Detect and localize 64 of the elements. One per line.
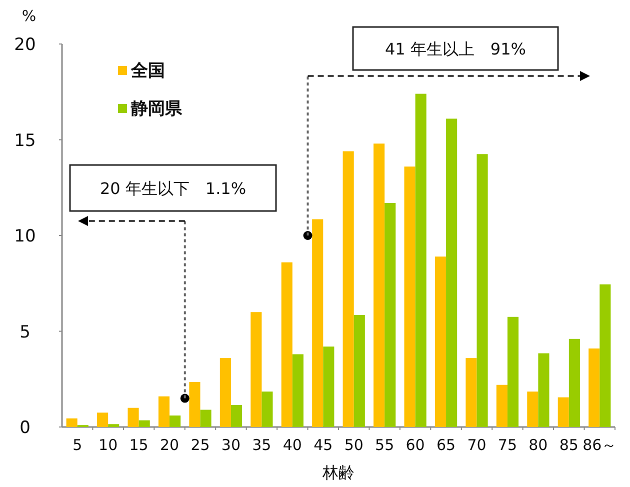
bar bbox=[66, 418, 78, 427]
x-tick-label: 15 bbox=[129, 436, 148, 454]
bar bbox=[384, 202, 396, 427]
legend-label: 静岡県 bbox=[130, 99, 183, 119]
bar bbox=[230, 404, 242, 427]
bar bbox=[97, 412, 108, 427]
bar bbox=[404, 166, 416, 427]
bar bbox=[250, 312, 262, 427]
x-tick-label: 85 bbox=[559, 436, 578, 454]
x-tick-label: 60 bbox=[406, 436, 425, 454]
y-tick-label: 10 bbox=[14, 226, 36, 246]
x-tick-label: 5 bbox=[72, 436, 82, 454]
x-tick-label: 55 bbox=[375, 436, 394, 454]
x-axis-title: 林齢 bbox=[322, 463, 354, 482]
bar bbox=[189, 382, 200, 427]
x-tick-label: 30 bbox=[221, 436, 241, 454]
x-tick-label: 50 bbox=[344, 436, 364, 454]
bar bbox=[507, 316, 519, 427]
annotation: 41 年生以上 91% bbox=[384, 40, 526, 58]
y-tick-label: 15 bbox=[14, 130, 36, 151]
bar bbox=[434, 256, 446, 427]
y-axis-title: % bbox=[22, 7, 36, 25]
bar bbox=[128, 408, 139, 427]
bar bbox=[158, 396, 170, 427]
bar bbox=[138, 420, 150, 427]
bar bbox=[446, 118, 458, 427]
x-tick-label: 25 bbox=[190, 436, 210, 454]
y-tick-label: 5 bbox=[20, 322, 30, 342]
bar bbox=[323, 346, 334, 427]
legend-label: 全国 bbox=[130, 61, 165, 81]
bar bbox=[466, 358, 477, 427]
y-tick-label: 0 bbox=[20, 418, 30, 438]
x-tick-label: 20 bbox=[160, 436, 180, 454]
bar bbox=[600, 284, 611, 427]
x-tick-label: 86～ bbox=[582, 436, 617, 454]
x-tick-label: 80 bbox=[528, 436, 548, 454]
bar bbox=[262, 392, 273, 427]
bar bbox=[200, 410, 212, 427]
bar bbox=[476, 154, 488, 427]
x-tick-label: 65 bbox=[436, 436, 456, 454]
x-tick-label: 45 bbox=[314, 436, 333, 454]
bar bbox=[220, 358, 231, 427]
x-tick-label: 10 bbox=[98, 436, 118, 454]
bar bbox=[527, 392, 538, 427]
bar bbox=[496, 384, 508, 427]
bar bbox=[342, 151, 354, 427]
bar bbox=[588, 348, 600, 427]
bar bbox=[558, 397, 569, 427]
bar bbox=[170, 416, 181, 427]
bar bbox=[374, 144, 385, 427]
x-tick-label: 75 bbox=[498, 436, 518, 454]
bar bbox=[568, 338, 580, 427]
x-tick-label: 70 bbox=[467, 436, 486, 454]
y-tick-label: 20 bbox=[14, 35, 36, 55]
bar bbox=[354, 314, 365, 427]
bar bbox=[415, 94, 426, 427]
annotation: 20 年生以下 1.1% bbox=[100, 179, 246, 198]
bar bbox=[292, 354, 304, 427]
bar bbox=[538, 353, 550, 427]
x-tick-label: 40 bbox=[282, 436, 302, 454]
bar bbox=[312, 219, 324, 427]
x-tick-label: 35 bbox=[252, 436, 272, 454]
bar bbox=[108, 424, 120, 427]
bar bbox=[281, 262, 292, 427]
